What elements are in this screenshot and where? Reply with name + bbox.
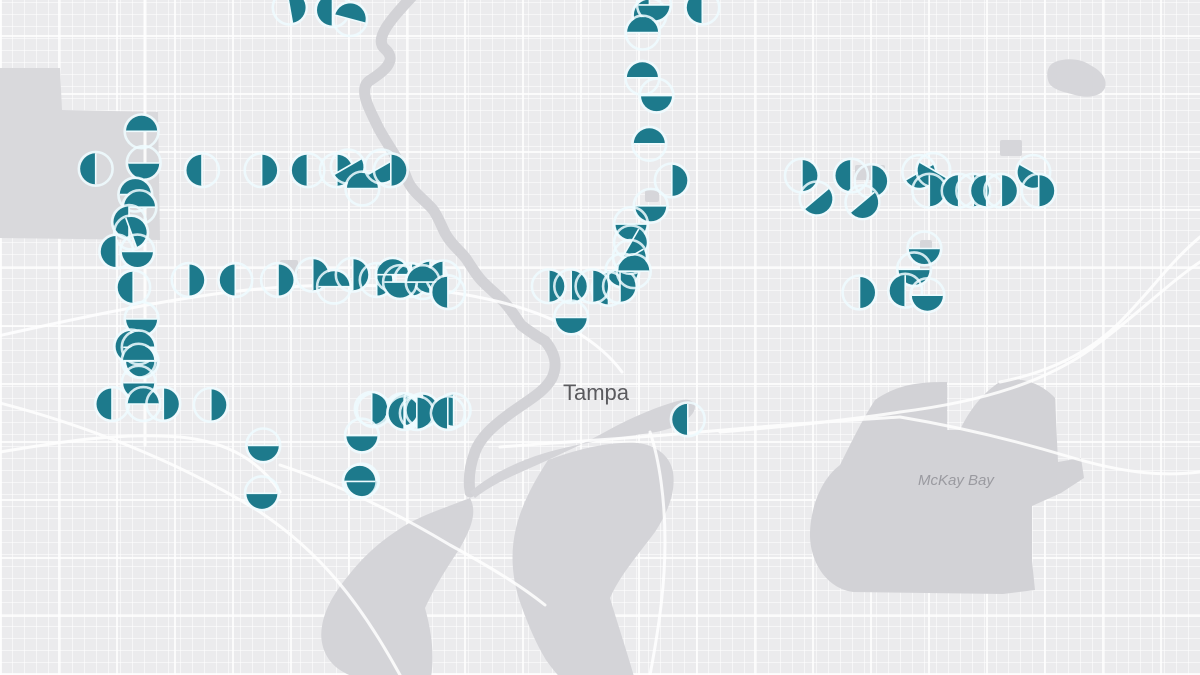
svg-text:Tampa: Tampa	[563, 380, 630, 405]
svg-text:McKay Bay: McKay Bay	[918, 472, 995, 489]
